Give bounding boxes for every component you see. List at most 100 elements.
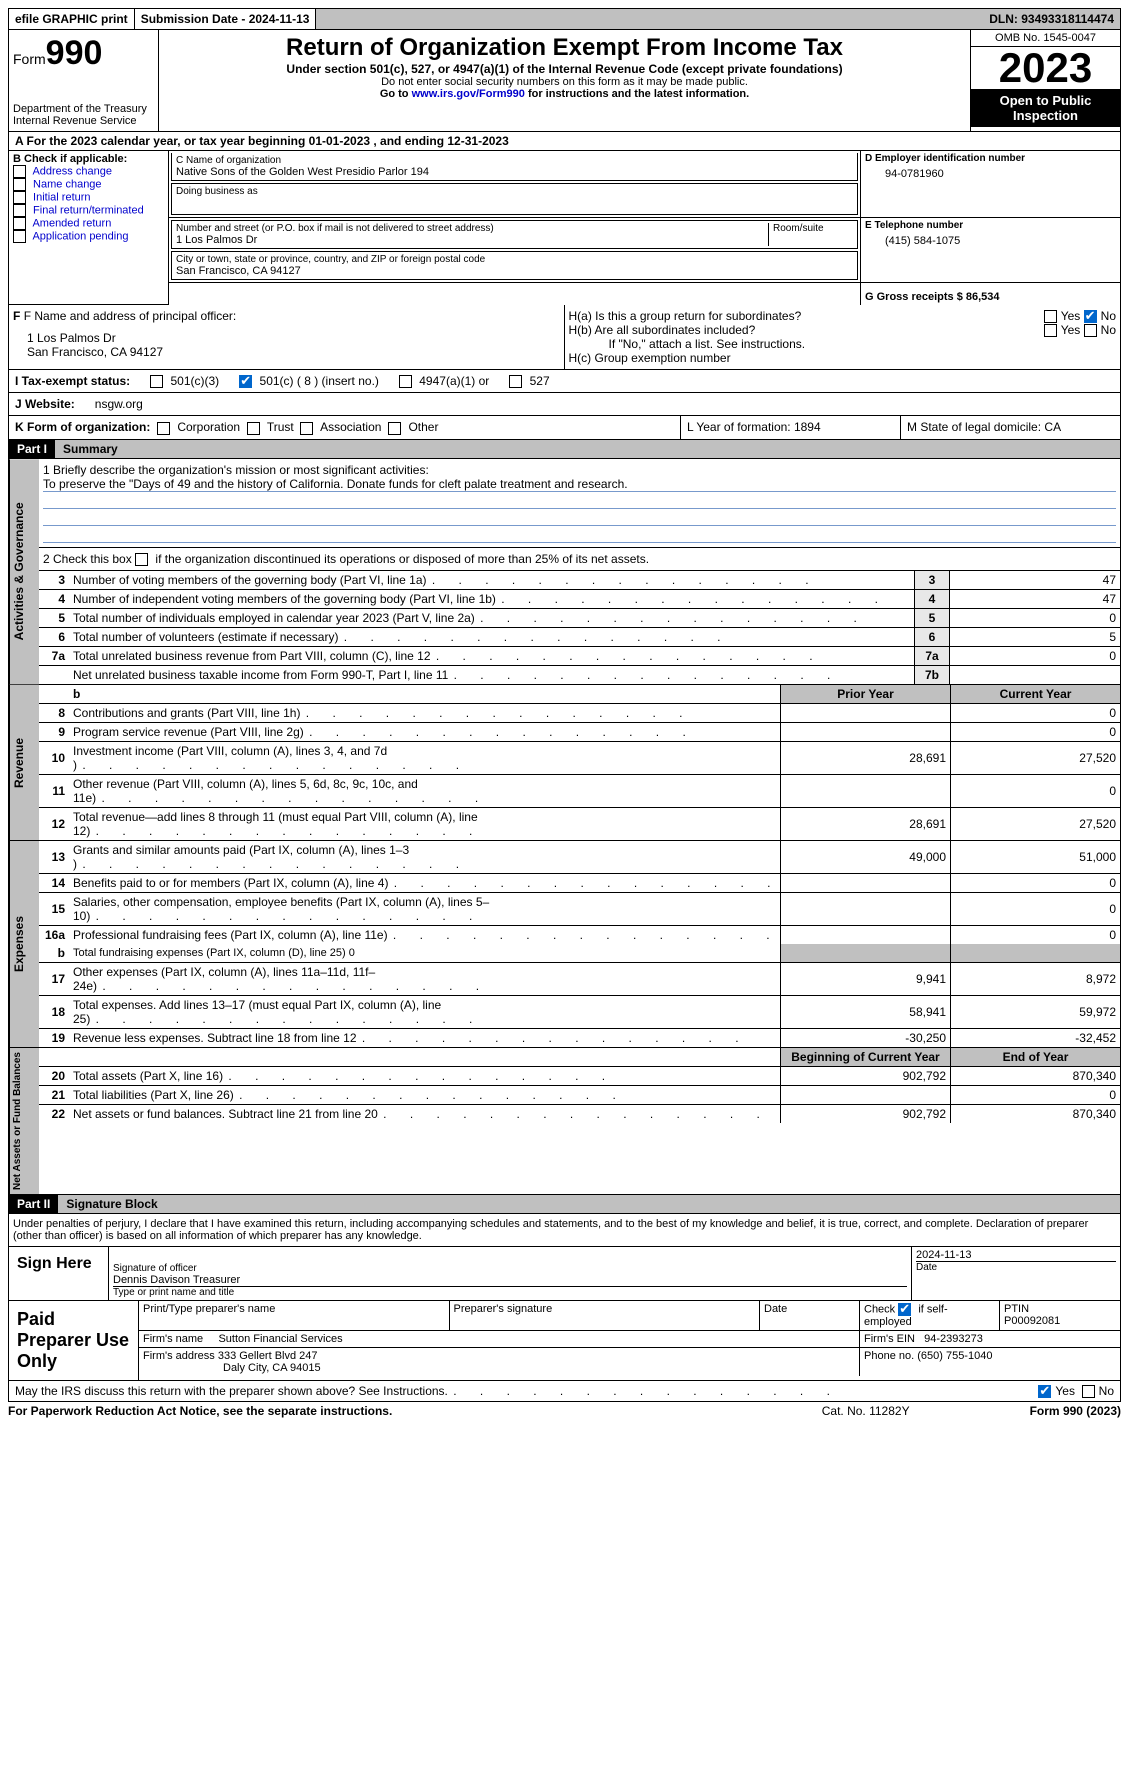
b-checkbox[interactable]: [13, 204, 26, 217]
section-b-option: Initial return: [13, 191, 164, 204]
irs-label: Internal Revenue Service: [13, 115, 154, 127]
summary-line: 17Other expenses (Part IX, column (A), l…: [39, 963, 1120, 996]
officer-name: Dennis Davison Treasurer: [113, 1274, 907, 1286]
ha-no-checkbox[interactable]: [1084, 310, 1097, 323]
part1-header: Part I Summary: [8, 440, 1121, 459]
501c-checkbox[interactable]: [239, 375, 252, 388]
h-a-label: H(a) Is this a group return for subordin…: [569, 309, 1044, 323]
section-f-h: F F Name and address of principal office…: [8, 305, 1121, 370]
gross-receipts: G Gross receipts $ 86,534: [865, 285, 1116, 303]
trust-checkbox[interactable]: [247, 422, 260, 435]
declaration: Under penalties of perjury, I declare th…: [8, 1214, 1121, 1247]
net-label: Net Assets or Fund Balances: [9, 1048, 39, 1194]
summary-line: 21Total liabilities (Part X, line 26)0: [39, 1086, 1120, 1105]
org-name-label: C Name of organization: [176, 155, 853, 166]
street-label: Number and street (or P.O. box if mail i…: [176, 223, 768, 234]
b-checkbox[interactable]: [13, 230, 26, 243]
section-b-option: Application pending: [13, 230, 164, 243]
prep-sig-label: Preparer's signature: [450, 1301, 761, 1330]
b-checkbox[interactable]: [13, 191, 26, 204]
sign-here-label: Sign Here: [9, 1247, 109, 1300]
irs-link[interactable]: www.irs.gov/Form990: [412, 88, 525, 100]
h-b-label: H(b) Are all subordinates included?: [569, 323, 1044, 337]
summary-line: 3Number of voting members of the governi…: [39, 571, 1120, 590]
4947-checkbox[interactable]: [399, 375, 412, 388]
section-b-label: B Check if applicable:: [13, 153, 127, 165]
summary-line: 7aTotal unrelated business revenue from …: [39, 647, 1120, 666]
summary-line: 10Investment income (Part VIII, column (…: [39, 742, 1120, 775]
dba-label: Doing business as: [176, 186, 853, 197]
ptin-value: P00092081: [1004, 1315, 1116, 1327]
ein-label: D Employer identification number: [865, 153, 1116, 164]
b-checkbox[interactable]: [13, 178, 26, 191]
l2-checkbox[interactable]: [135, 553, 148, 566]
h-b-note: If "No," attach a list. See instructions…: [569, 337, 1117, 351]
summary-line: 12Total revenue—add lines 8 through 11 (…: [39, 808, 1120, 840]
ha-yes-checkbox[interactable]: [1044, 310, 1057, 323]
b-checkbox[interactable]: [13, 217, 26, 230]
street-value: 1 Los Palmos Dr: [176, 234, 768, 246]
firm-addr2: Daly City, CA 94015: [143, 1362, 855, 1374]
efile-label: efile GRAPHIC print: [9, 9, 135, 29]
self-emp-checkbox[interactable]: [898, 1303, 911, 1316]
501c3-checkbox[interactable]: [150, 375, 163, 388]
line-a: A For the 2023 calendar year, or tax yea…: [8, 132, 1121, 151]
city-value: San Francisco, CA 94127: [176, 265, 853, 277]
summary-line: 14Benefits paid to or for members (Part …: [39, 874, 1120, 893]
sign-here-block: Sign Here Signature of officer Dennis Da…: [8, 1247, 1121, 1301]
principal-officer-label: F F Name and address of principal office…: [13, 309, 560, 323]
discuss-no-checkbox[interactable]: [1082, 1385, 1095, 1398]
527-checkbox[interactable]: [509, 375, 522, 388]
assoc-checkbox[interactable]: [300, 422, 313, 435]
sig-date: 2024-11-13: [916, 1249, 1116, 1262]
current-year-hdr: Current Year: [950, 685, 1120, 703]
city-label: City or town, state or province, country…: [176, 254, 853, 265]
section-b-option: Address change: [13, 165, 164, 178]
website-value: nsgw.org: [95, 397, 143, 411]
firm-phone: (650) 755-1040: [917, 1350, 992, 1362]
room-label: Room/suite: [773, 223, 853, 234]
b-checkbox[interactable]: [13, 165, 26, 178]
form-subtitle: Under section 501(c), 527, or 4947(a)(1)…: [163, 62, 966, 76]
firm-name: Sutton Financial Services: [218, 1333, 342, 1345]
self-emp-cell: Check if self-employed: [860, 1301, 1000, 1330]
website-label: J Website:: [15, 397, 75, 411]
top-bar: efile GRAPHIC print Submission Date - 20…: [8, 8, 1121, 30]
year-formation: L Year of formation: 1894: [680, 416, 900, 438]
treasury-dept: Department of the Treasury: [13, 103, 154, 115]
summary-line: 20Total assets (Part X, line 16)902,7928…: [39, 1067, 1120, 1086]
ein-value: 94-0781960: [865, 164, 1116, 180]
rev-label: Revenue: [9, 685, 39, 840]
hb-yes-checkbox[interactable]: [1044, 324, 1057, 337]
officer-addr2: San Francisco, CA 94127: [13, 345, 560, 359]
section-b-option: Final return/terminated: [13, 204, 164, 217]
summary-line: 9Program service revenue (Part VIII, lin…: [39, 723, 1120, 742]
summary-line: 11Other revenue (Part VIII, column (A), …: [39, 775, 1120, 808]
open-public: Open to Public Inspection: [971, 89, 1120, 127]
section-b-option: Amended return: [13, 217, 164, 230]
part2-header: Part II Signature Block: [8, 1195, 1121, 1214]
form-number: Form990: [13, 34, 154, 73]
tax-year: 2023: [971, 47, 1120, 89]
dln: DLN: 93493318114474: [983, 9, 1120, 29]
sig-officer-label: Signature of officer: [113, 1263, 907, 1274]
gov-label: Activities & Governance: [9, 459, 39, 684]
tax-status-label: I Tax-exempt status:: [15, 374, 130, 388]
form-header: Form990 Department of the Treasury Inter…: [8, 30, 1121, 132]
summary-line: 18Total expenses. Add lines 13–17 (must …: [39, 996, 1120, 1029]
date-label: Date: [916, 1262, 1116, 1273]
section-i: I Tax-exempt status: 501(c)(3) 501(c) ( …: [8, 370, 1121, 393]
corp-checkbox[interactable]: [157, 422, 170, 435]
hb-no-checkbox[interactable]: [1084, 324, 1097, 337]
discuss-yes-checkbox[interactable]: [1038, 1385, 1051, 1398]
summary-line: 8Contributions and grants (Part VIII, li…: [39, 704, 1120, 723]
state-domicile: M State of legal domicile: CA: [900, 416, 1120, 438]
firm-addr1: 333 Gellert Blvd 247: [218, 1350, 318, 1362]
other-checkbox[interactable]: [388, 422, 401, 435]
section-klm: K Form of organization: Corporation Trus…: [8, 416, 1121, 439]
mission-text: To preserve the "Days of 49 and the hist…: [43, 477, 1116, 492]
footer: For Paperwork Reduction Act Notice, see …: [8, 1402, 1121, 1420]
paid-preparer-label: Paid Preparer Use Only: [9, 1301, 139, 1380]
summary-line: Net unrelated business taxable income fr…: [39, 666, 1120, 684]
ptin-label: PTIN: [1004, 1303, 1116, 1315]
